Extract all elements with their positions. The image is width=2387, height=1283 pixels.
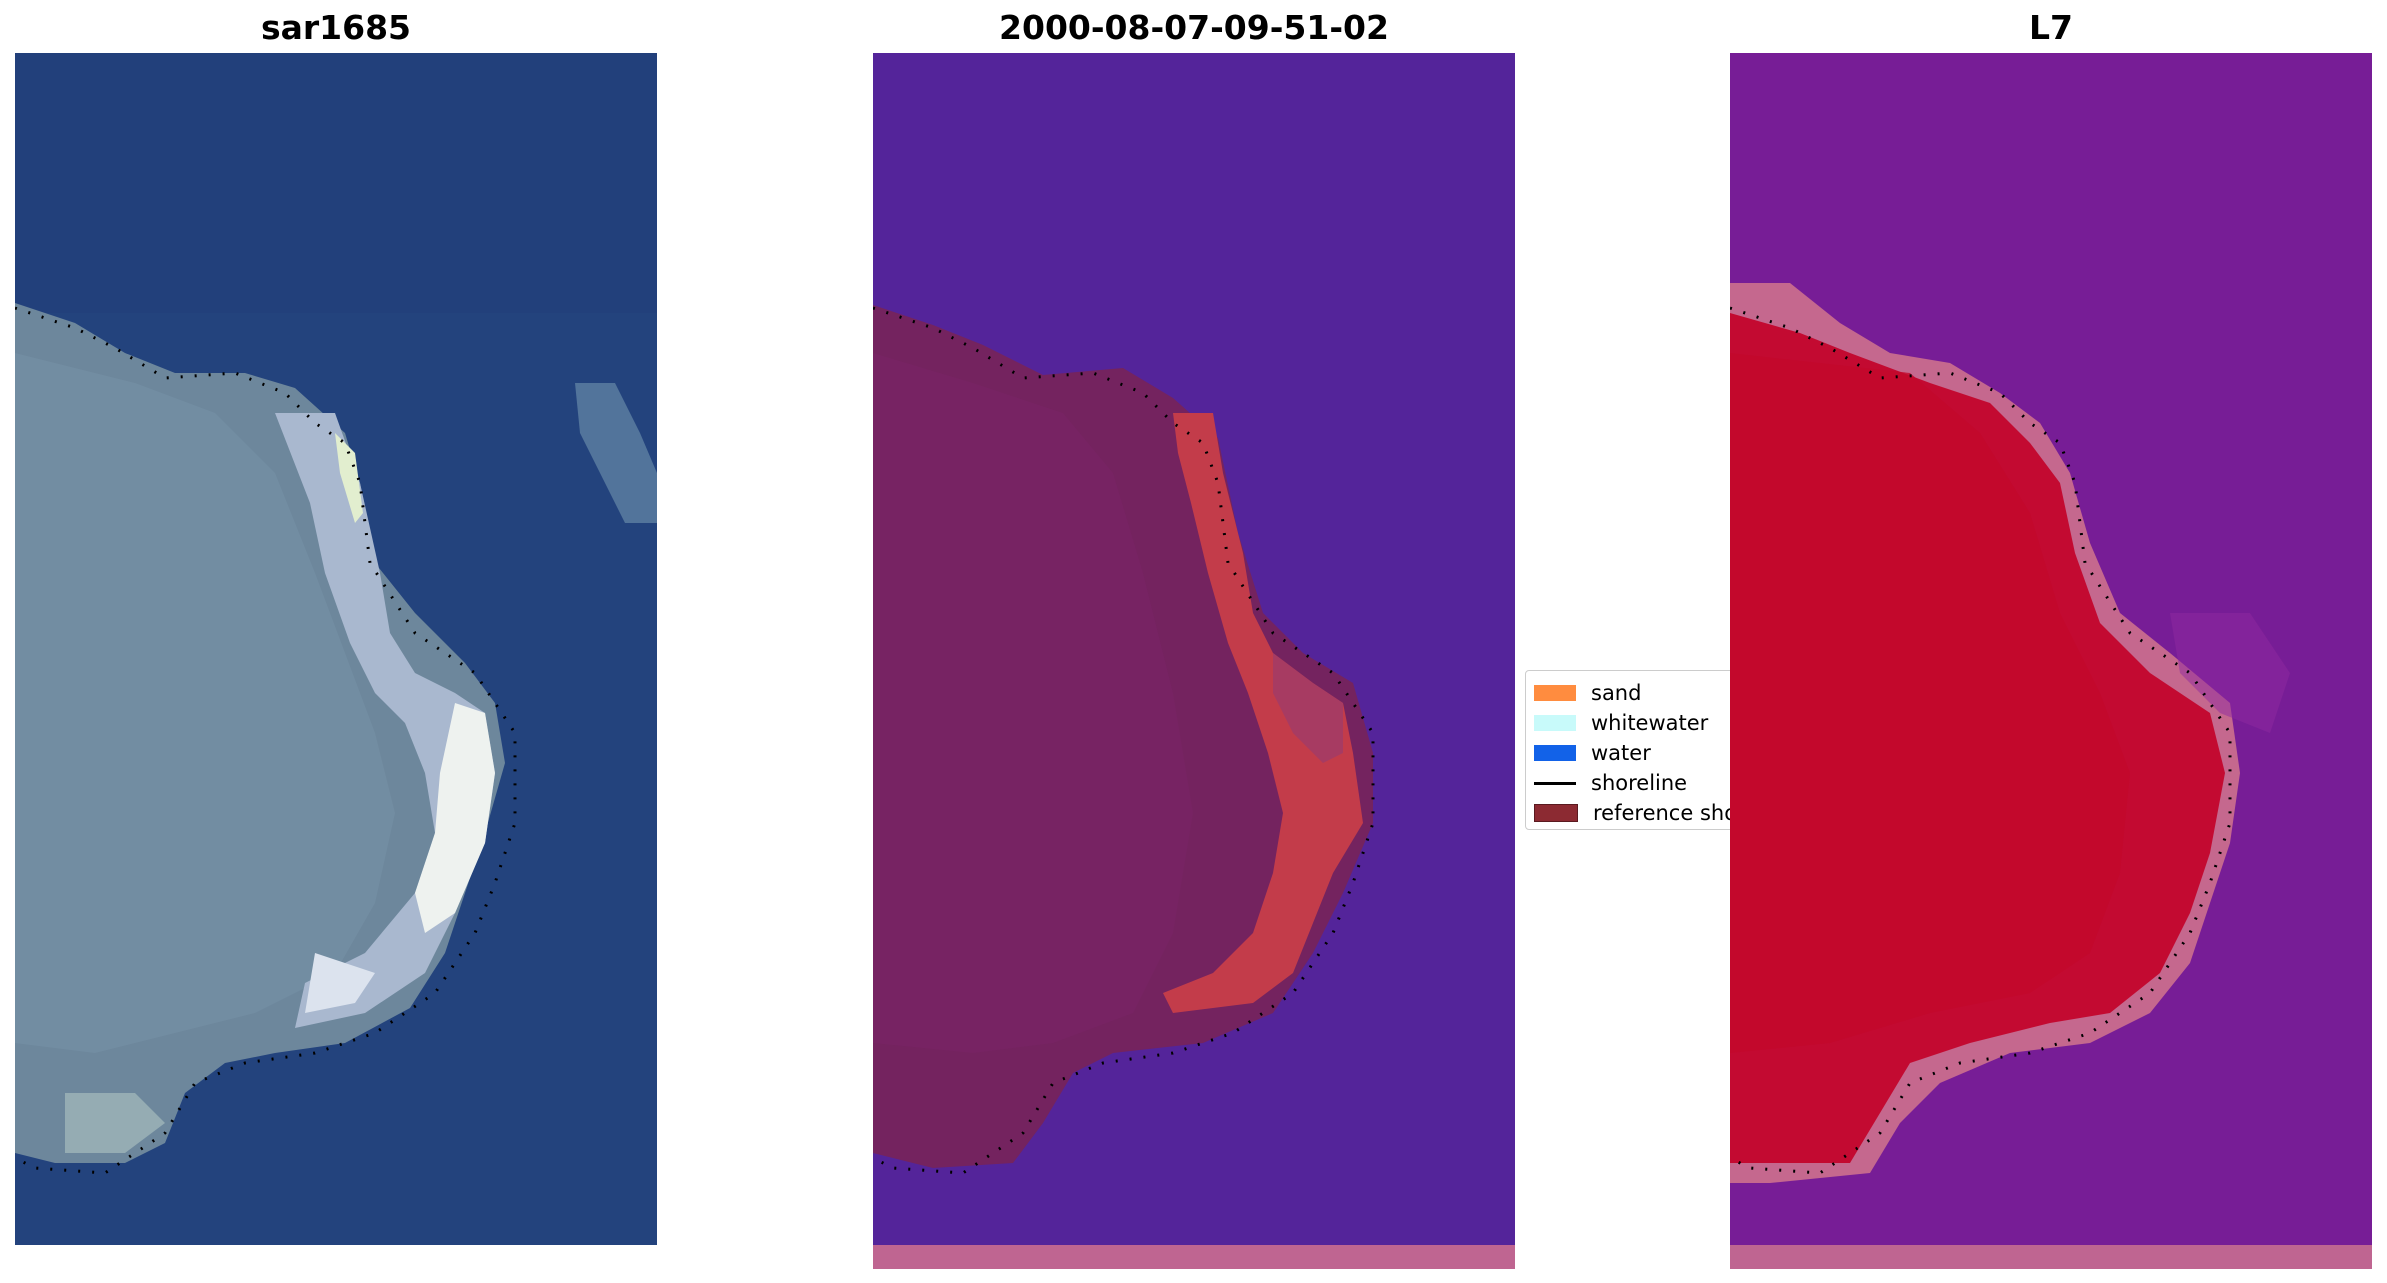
classified-image-panel — [873, 53, 1515, 1269]
legend-label-water: water — [1591, 741, 1651, 765]
legend-label-sand: sand — [1591, 681, 1642, 705]
legend: sand whitewater water shoreline referenc… — [1525, 670, 1735, 830]
legend-item-water: water — [1534, 738, 1651, 768]
legend-swatch-sand — [1534, 685, 1576, 701]
legend-swatch-reference-shoreline — [1534, 804, 1578, 822]
legend-item-shoreline: shoreline — [1534, 768, 1687, 798]
legend-swatch-water — [1534, 745, 1576, 761]
panel-title-index: L7 — [2029, 8, 2073, 47]
legend-swatch-shoreline — [1534, 781, 1576, 785]
legend-item-whitewater: whitewater — [1534, 708, 1708, 738]
panel-title-rgb: sar1685 — [260, 8, 412, 47]
legend-label-whitewater: whitewater — [1591, 711, 1709, 735]
legend-item-reference-shoreline: reference shoreline — [1534, 798, 1734, 828]
index-image-panel — [1730, 53, 2372, 1269]
rgb-image-panel — [15, 53, 657, 1245]
panel-title-classified: 2000-08-07-09-51-02 — [999, 8, 1389, 47]
legend-label-reference-shoreline: reference shoreline — [1593, 801, 1734, 825]
legend-swatch-whitewater — [1534, 715, 1576, 731]
legend-label-shoreline: shoreline — [1591, 771, 1688, 795]
legend-item-sand: sand — [1534, 678, 1641, 708]
